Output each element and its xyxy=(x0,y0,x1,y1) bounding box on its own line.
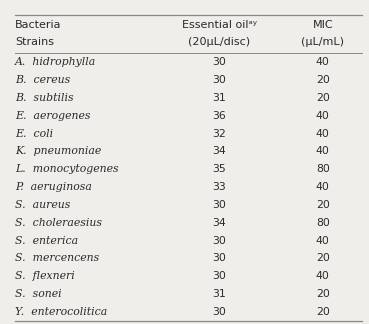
Text: 30: 30 xyxy=(213,75,227,85)
Text: 40: 40 xyxy=(316,271,330,281)
Text: 34: 34 xyxy=(213,146,227,156)
Text: 30: 30 xyxy=(213,307,227,317)
Text: S.  mercencens: S. mercencens xyxy=(15,253,99,263)
Text: P.  aeruginosa: P. aeruginosa xyxy=(15,182,92,192)
Text: (μL/mL): (μL/mL) xyxy=(301,37,344,47)
Text: 30: 30 xyxy=(213,57,227,67)
Text: S.  enterica: S. enterica xyxy=(15,236,78,246)
Text: S.  flexneri: S. flexneri xyxy=(15,271,75,281)
Text: 34: 34 xyxy=(213,218,227,228)
Text: K.  pneumoniae: K. pneumoniae xyxy=(15,146,101,156)
Text: Strains: Strains xyxy=(15,37,54,47)
Text: 30: 30 xyxy=(213,253,227,263)
Text: 20: 20 xyxy=(316,253,330,263)
Text: 33: 33 xyxy=(213,182,227,192)
Text: 32: 32 xyxy=(213,129,227,139)
Text: 20: 20 xyxy=(316,75,330,85)
Text: A.  hidrophylla: A. hidrophylla xyxy=(15,57,96,67)
Text: 40: 40 xyxy=(316,146,330,156)
Text: 40: 40 xyxy=(316,111,330,121)
Text: 30: 30 xyxy=(213,200,227,210)
Text: E.  aerogenes: E. aerogenes xyxy=(15,111,90,121)
Text: S.  aureus: S. aureus xyxy=(15,200,70,210)
Text: 20: 20 xyxy=(316,200,330,210)
Text: 20: 20 xyxy=(316,289,330,299)
Text: Bacteria: Bacteria xyxy=(15,20,61,30)
Text: 40: 40 xyxy=(316,57,330,67)
Text: Essential oilᵃʸ: Essential oilᵃʸ xyxy=(182,20,257,30)
Text: 40: 40 xyxy=(316,182,330,192)
Text: 80: 80 xyxy=(316,164,330,174)
Text: (20μL/disc): (20μL/disc) xyxy=(189,37,251,47)
Text: Y.  enterocolitica: Y. enterocolitica xyxy=(15,307,107,317)
Text: 31: 31 xyxy=(213,93,227,103)
Text: B.  subtilis: B. subtilis xyxy=(15,93,73,103)
Text: 20: 20 xyxy=(316,93,330,103)
Text: S.  sonei: S. sonei xyxy=(15,289,61,299)
Text: 31: 31 xyxy=(213,289,227,299)
Text: 40: 40 xyxy=(316,236,330,246)
Text: E.  coli: E. coli xyxy=(15,129,53,139)
Text: 35: 35 xyxy=(213,164,227,174)
Text: MIC: MIC xyxy=(313,20,333,30)
Text: L.  monocytogenes: L. monocytogenes xyxy=(15,164,118,174)
Text: 36: 36 xyxy=(213,111,227,121)
Text: S.  choleraesius: S. choleraesius xyxy=(15,218,102,228)
Text: 30: 30 xyxy=(213,271,227,281)
Text: 20: 20 xyxy=(316,307,330,317)
Text: B.  cereus: B. cereus xyxy=(15,75,70,85)
Text: 30: 30 xyxy=(213,236,227,246)
Text: 40: 40 xyxy=(316,129,330,139)
Text: 80: 80 xyxy=(316,218,330,228)
